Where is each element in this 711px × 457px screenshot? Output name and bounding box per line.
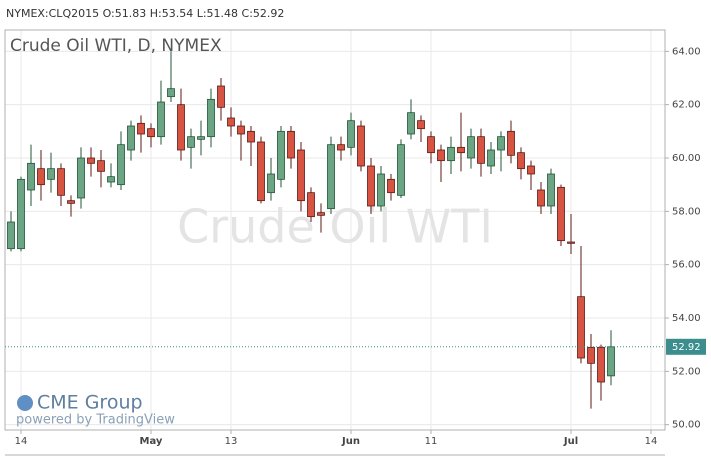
candle-body [367,165,375,207]
plot-frame [4,29,666,431]
candle-body [117,144,125,186]
logo-text: CME Group [37,392,143,414]
candle-body [537,189,545,207]
x-tick-label: 14 [645,436,658,447]
candle-body [417,120,425,130]
watermark: Crude Oil WTI [177,200,493,254]
candle-body [587,346,595,364]
candle-body [37,168,45,186]
candle-body [127,125,135,151]
x-tick-label: May [140,436,163,447]
candle-body [477,136,485,164]
candle-body [317,212,325,216]
candle-body [377,173,385,207]
candle-body [327,144,335,210]
candle-body [167,88,175,98]
candle-body [157,101,165,138]
x-tick-label: 14 [15,436,28,447]
candle-body [397,144,405,196]
candle-body [47,168,55,180]
x-tick-label: 11 [425,436,438,447]
candle-body [197,136,205,140]
candle-body [347,120,355,148]
candle-body [17,178,25,250]
candle-body [557,186,565,242]
candle-body [337,144,345,151]
candle-body [357,125,365,167]
candle-body [547,173,555,207]
candle-body [7,221,15,250]
candle-body [607,346,615,377]
powered-by: powered by TradingView [16,413,175,428]
y-tick-label: 50.00 [672,420,701,431]
candle-body [257,141,265,202]
candle-body [507,130,515,156]
candle-body [177,104,185,151]
candle-body [287,130,295,159]
candle-body [247,130,255,143]
candle-body [147,128,155,138]
symbol-header: NYMEX:CLQ2015 O:51.83 H:53.54 L:51.48 C:… [6,7,284,20]
y-tick-label: 52.00 [672,366,701,377]
y-tick-label: 56.00 [672,260,701,271]
candle-body [237,125,245,135]
candle-body [307,192,315,218]
candle-body [457,146,465,154]
y-tick-label: 54.00 [672,313,701,324]
candle-body [387,178,395,194]
candle-body [67,200,75,204]
candle-body [517,152,525,170]
candle-body [267,173,275,194]
y-tick-label: 60.00 [672,153,701,164]
candle-body [497,136,505,151]
candle-body [277,130,285,180]
candles [7,51,615,409]
candle-body [447,146,455,162]
last-price-box [666,338,706,355]
candle-body [467,136,475,159]
last-price-label: 52.92 [672,342,701,353]
candle-body [427,136,435,154]
candle-body [207,98,215,138]
candle-body [567,241,575,244]
x-tick-label: Jul [563,436,578,447]
grid [5,30,665,430]
chart-title: Crude Oil WTI, D, NYMEX [10,36,222,56]
x-tick-label: 13 [225,436,238,447]
logo-icon [17,395,33,411]
candle-body [487,149,495,167]
candle-body [137,122,145,135]
candle-body [577,296,585,359]
y-tick-label: 58.00 [672,206,701,217]
candle-body [227,117,235,127]
y-tick-label: 64.00 [672,46,701,57]
candle-body [187,136,195,148]
candle-body [77,157,85,199]
candle-body [297,149,305,202]
candle-body [87,157,95,164]
candle-body [97,160,105,172]
x-tick-label: Jun [341,436,360,447]
candle-body [527,165,535,175]
logo: CME Group powered by TradingView [16,392,175,428]
candle-body [107,176,115,183]
candle-body [57,168,65,196]
candle-body [27,162,35,191]
y-tick-label: 62.00 [672,100,701,111]
candle-body [407,112,415,135]
candle-body [597,346,605,383]
candle-body [217,85,225,108]
candle-body [437,149,445,162]
